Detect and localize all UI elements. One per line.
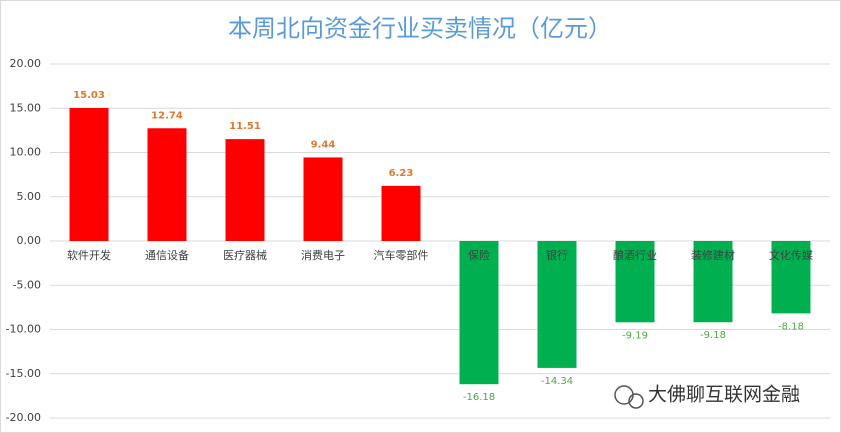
- bar: [225, 139, 265, 241]
- y-tick-label: 5.00: [17, 190, 42, 203]
- x-tick-label: 软件开发: [67, 248, 111, 262]
- bar: [459, 241, 499, 385]
- value-label: -9.19: [622, 330, 648, 341]
- y-tick-label: -5.00: [13, 278, 41, 291]
- bar: [381, 185, 421, 241]
- y-tick-label: 10.00: [10, 146, 42, 159]
- bar: [615, 241, 655, 323]
- chart-title: 本周北向资金行业买卖情况（亿元）: [228, 15, 612, 43]
- value-label: 6.23: [389, 168, 414, 179]
- x-tick-label: 通信设备: [145, 248, 189, 262]
- bar: [537, 241, 577, 368]
- bar: [147, 128, 187, 241]
- x-tick-label: 汽车零部件: [374, 248, 429, 262]
- y-tick-label: 15.00: [10, 101, 42, 114]
- bar: [69, 107, 109, 241]
- x-tick-label: 医疗器械: [223, 248, 267, 262]
- x-tick-label: 酿酒行业: [613, 248, 657, 262]
- bar: [771, 241, 811, 314]
- value-label: -16.18: [463, 392, 495, 403]
- x-tick-label: 装修建材: [691, 248, 735, 262]
- value-label: -8.18: [778, 321, 804, 332]
- value-label: 11.51: [229, 121, 261, 132]
- x-tick-label: 消费电子: [301, 248, 345, 262]
- value-label: -9.18: [700, 330, 726, 341]
- value-label: -14.34: [541, 376, 573, 387]
- watermark-icon: [614, 385, 644, 409]
- bar: [693, 241, 733, 323]
- x-tick-label: 银行: [546, 248, 568, 262]
- value-label: 12.74: [151, 110, 183, 121]
- y-tick-label: -15.00: [6, 367, 41, 380]
- y-tick-label: 20.00: [10, 57, 42, 70]
- value-label: 15.03: [73, 90, 105, 101]
- bar: [303, 157, 343, 241]
- x-tick-label: 文化传媒: [769, 248, 813, 262]
- value-label: 9.44: [311, 139, 336, 150]
- watermark: 大佛聊互联网金融: [648, 384, 800, 406]
- x-tick-label: 保险: [468, 248, 490, 262]
- y-tick-label: -10.00: [6, 323, 41, 336]
- y-tick-label: -20.00: [6, 411, 41, 424]
- y-tick-label: 0.00: [17, 234, 42, 247]
